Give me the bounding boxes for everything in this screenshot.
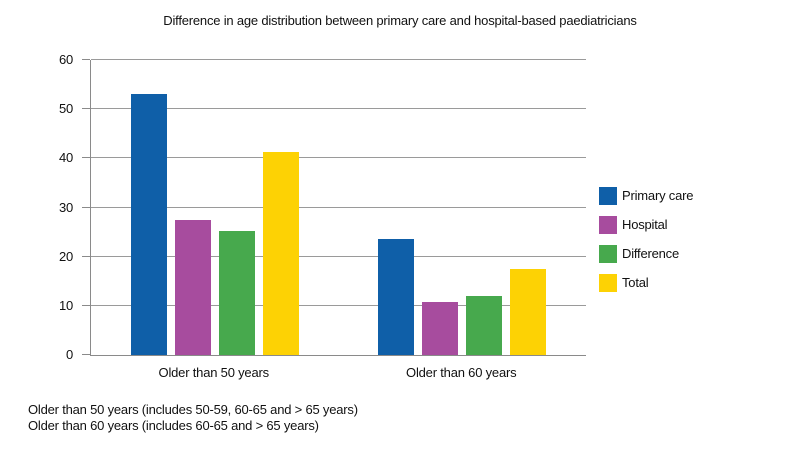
footnote-line-2: Older than 60 years (includes 60-65 and …	[28, 418, 319, 433]
bar-primary-care-older-than-60-years	[378, 239, 415, 355]
y-tick-label-10: 10	[58, 297, 73, 313]
y-tick-0	[82, 354, 90, 355]
y-tick-40	[82, 157, 90, 159]
legend-label-primary-care: Primary care	[622, 188, 694, 203]
gridline-10	[91, 304, 586, 306]
legend-swatch-difference	[599, 245, 617, 263]
legend-label-difference: Difference	[622, 246, 680, 261]
footnotes: Older than 50 years (includes 50-59, 60-…	[28, 402, 358, 434]
y-tick-60	[82, 59, 90, 60]
bar-difference-older-than-60-years	[466, 296, 503, 355]
gridline-60	[91, 59, 586, 60]
bar-group-older-than-50-years	[91, 60, 339, 355]
y-tick-label-50: 50	[58, 101, 73, 117]
y-tick-50	[82, 108, 90, 110]
legend-swatch-hospital	[599, 216, 617, 234]
legend-swatch-total	[599, 274, 617, 292]
y-tick-10	[82, 304, 90, 306]
y-tick-20	[82, 255, 90, 257]
legend-item-difference: Difference	[599, 245, 693, 263]
legend-label-hospital: Hospital	[622, 217, 668, 232]
bar-primary-care-older-than-50-years	[130, 94, 167, 355]
bar-group-older-than-60-years	[339, 60, 587, 355]
y-tick-label-40: 40	[58, 150, 73, 166]
legend-swatch-primary-care	[599, 187, 617, 205]
x-axis-labels: Older than 50 years Older than 60 years	[90, 365, 585, 380]
bar-total-older-than-60-years	[510, 269, 547, 355]
y-tick-label-20: 20	[58, 248, 73, 264]
footnote-line-1: Older than 50 years (includes 50-59, 60-…	[28, 402, 358, 417]
chart-title: Difference in age distribution between p…	[163, 13, 637, 28]
y-tick-label-30: 30	[58, 199, 73, 215]
legend-item-total: Total	[599, 274, 693, 292]
y-tick-label-60: 60	[58, 52, 73, 67]
y-tick-label-0: 0	[65, 347, 73, 362]
gridline-30	[91, 206, 586, 208]
gridline-20	[91, 255, 586, 257]
bar-hospital-older-than-60-years	[422, 302, 459, 355]
gridline-40	[91, 157, 586, 159]
legend-item-primary-care: Primary care	[599, 187, 693, 205]
bar-total-older-than-50-years	[262, 151, 299, 355]
legend-label-total: Total	[622, 275, 649, 290]
x-axis-label-older-than-60-years: Older than 60 years	[406, 365, 517, 380]
bar-difference-older-than-50-years	[218, 231, 255, 355]
x-axis-label-older-than-50-years: Older than 50 years	[158, 365, 270, 380]
plot-area: 0 10 20 30 40 50 60	[59, 52, 586, 362]
bar-hospital-older-than-50-years	[174, 219, 211, 355]
legend-item-hospital: Hospital	[599, 216, 693, 234]
y-tick-30	[82, 206, 90, 208]
legend: Primary care Hospital Difference Total	[599, 187, 693, 303]
bar-groups	[91, 60, 586, 355]
gridline-50	[91, 108, 586, 110]
